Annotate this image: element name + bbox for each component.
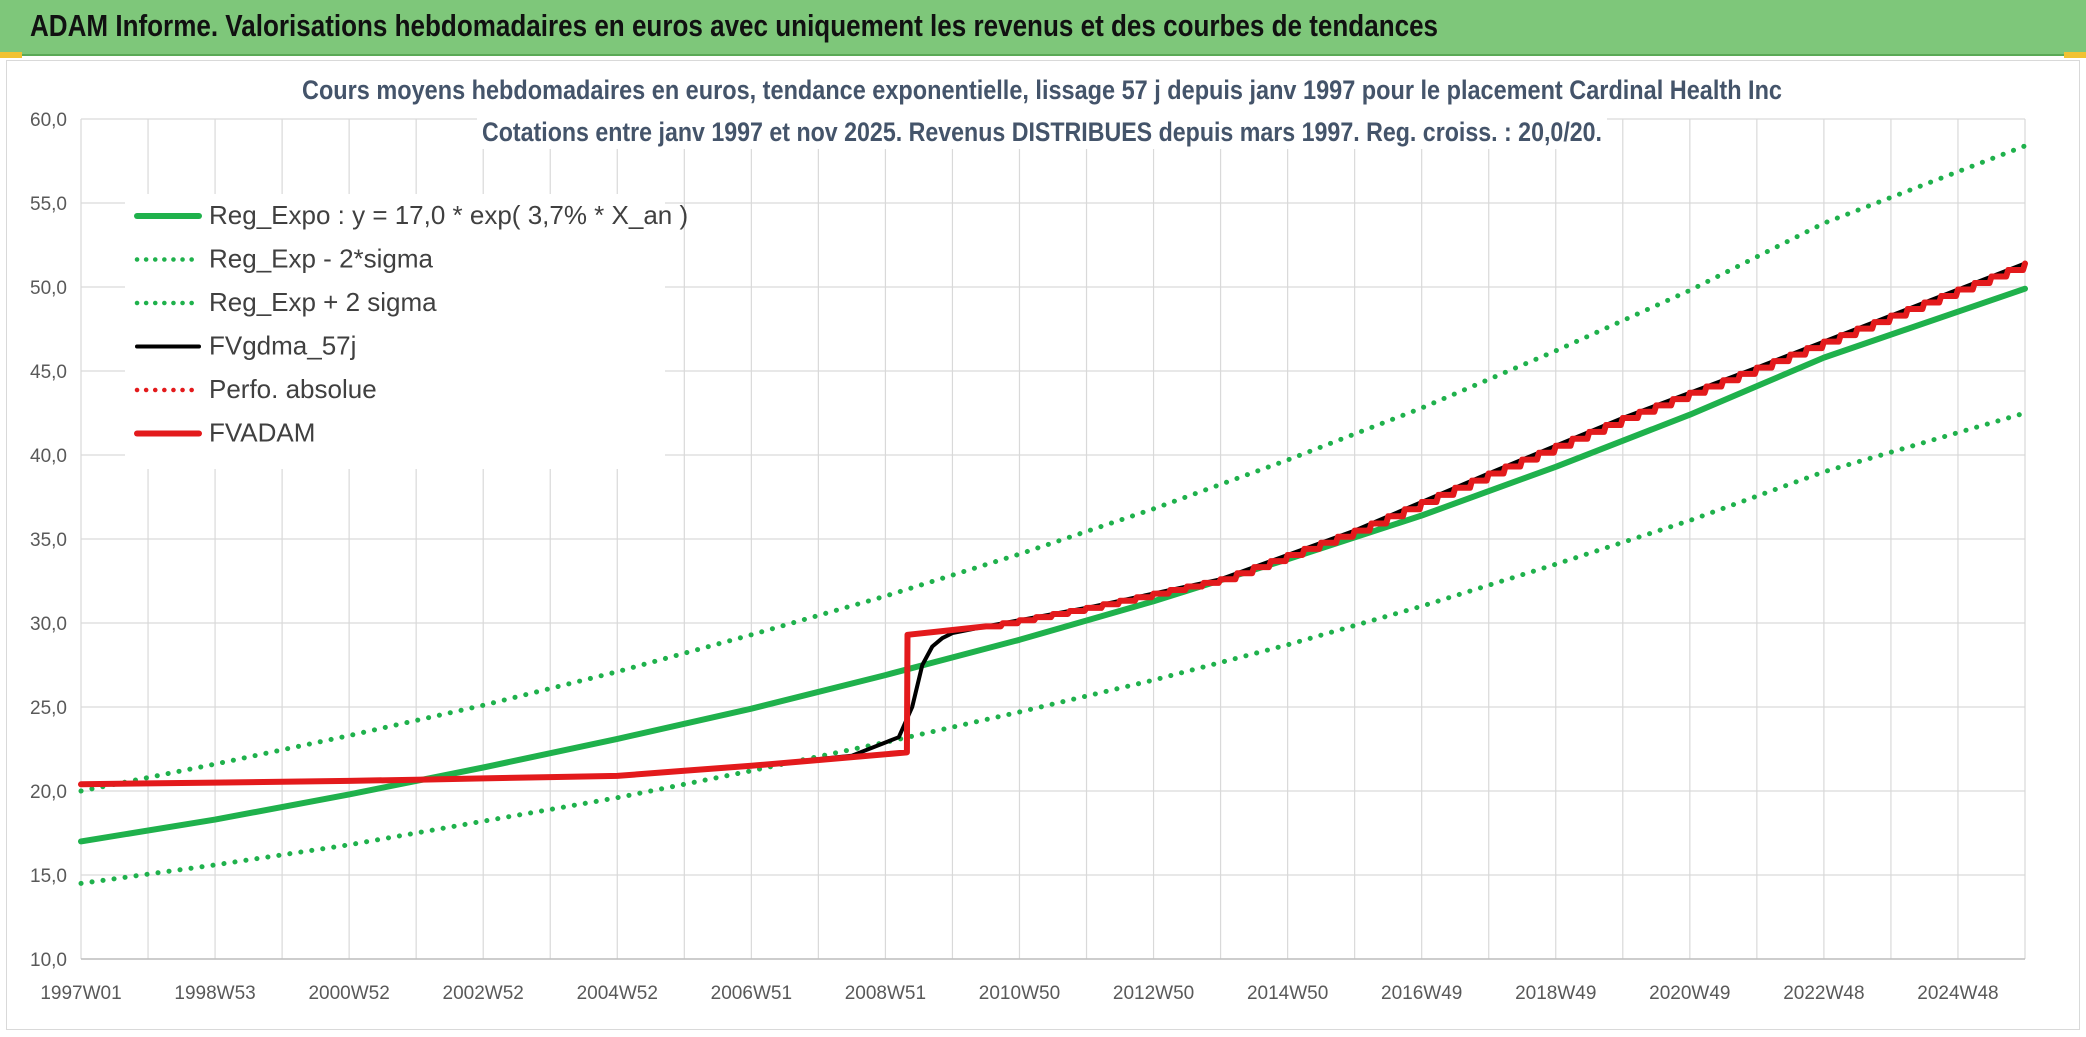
page-title: ADAM Informe. Valorisations hebdomadaire…: [30, 8, 1439, 43]
x-tick-label: 2004W52: [577, 983, 658, 1004]
corner-accent-right: [2064, 52, 2086, 58]
legend-entry: Reg_Exp + 2 sigma: [209, 287, 437, 317]
x-tick-label: 2016W49: [1381, 983, 1462, 1004]
x-tick-label: 2024W48: [1917, 983, 1998, 1004]
legend-entry: FVgdma_57j: [209, 331, 356, 361]
x-tick-label: 2022W48: [1783, 983, 1864, 1004]
x-tick-label: 2008W51: [845, 983, 926, 1004]
x-tick-label: 1998W53: [174, 983, 255, 1004]
chart-subtitle: Cotations entre janv 1997 et nov 2025. R…: [482, 117, 1602, 147]
y-tick-label: 10,0: [30, 950, 67, 971]
legend-entry: FVADAM: [209, 418, 315, 448]
y-tick-label: 30,0: [30, 614, 67, 635]
y-tick-label: 40,0: [30, 446, 67, 467]
legend-bg: [125, 194, 665, 469]
subtitle-bg: [477, 113, 1607, 149]
y-tick-label: 15,0: [30, 866, 67, 887]
y-axis: 10,0 15,0 20,0 25,0 30,0 35,0 40,0 45,0 50,0 55,0…: [30, 110, 67, 971]
x-tick-label: 2020W49: [1649, 983, 1730, 1004]
y-tick-label: 20,0: [30, 782, 67, 803]
x-tick-label: 2012W50: [1113, 983, 1194, 1004]
y-tick-label: 60,0: [30, 110, 67, 131]
x-axis: 1997W01 1998W53 2000W52 2002W52 2004W52 2006W…: [40, 983, 1998, 1004]
header-banner: ADAM Informe. Valorisations hebdomadaire…: [0, 0, 2086, 56]
legend: Reg_Expo : y = 17,0 * exp( 3,7% * X_an )…: [125, 194, 688, 469]
series-layer: [78, 143, 2028, 886]
title-bg: [297, 71, 1787, 107]
legend-entry: Reg_Expo : y = 17,0 * exp( 3,7% * X_an ): [209, 200, 688, 230]
chart-area: 10,0 15,0 20,0 25,0 30,0 35,0 40,0 45,0 50,0 55,0…: [6, 60, 2080, 1030]
y-tick-label: 45,0: [30, 362, 67, 383]
y-tick-label: 50,0: [30, 278, 67, 299]
x-tick-label: 2014W50: [1247, 983, 1328, 1004]
chart-title-block: Cours moyens hebdomadaires en euros, ten…: [297, 71, 1787, 149]
y-tick-label: 55,0: [30, 194, 67, 215]
x-tick-label: 2018W49: [1515, 983, 1596, 1004]
y-tick-label: 35,0: [30, 530, 67, 551]
series-line-0: [78, 285, 2028, 845]
series-line-5: [78, 260, 2028, 788]
x-tick-label: 2006W51: [711, 983, 792, 1004]
legend-entry: Perfo. absolue: [209, 374, 377, 404]
corner-accent-left: [0, 52, 22, 58]
x-tick-label: 1997W01: [40, 983, 121, 1004]
x-tick-label: 2002W52: [443, 983, 524, 1004]
x-tick-label: 2000W52: [308, 983, 389, 1004]
legend-entry: Reg_Exp - 2*sigma: [209, 244, 434, 274]
chart-svg: 10,0 15,0 20,0 25,0 30,0 35,0 40,0 45,0 50,0 55,0…: [30, 71, 2028, 1004]
series-line-2: [78, 143, 2028, 794]
y-tick-label: 25,0: [30, 698, 67, 719]
chart-title: Cours moyens hebdomadaires en euros, ten…: [302, 75, 1782, 105]
x-tick-label: 2010W50: [979, 983, 1060, 1004]
series-line-1: [78, 410, 2028, 886]
